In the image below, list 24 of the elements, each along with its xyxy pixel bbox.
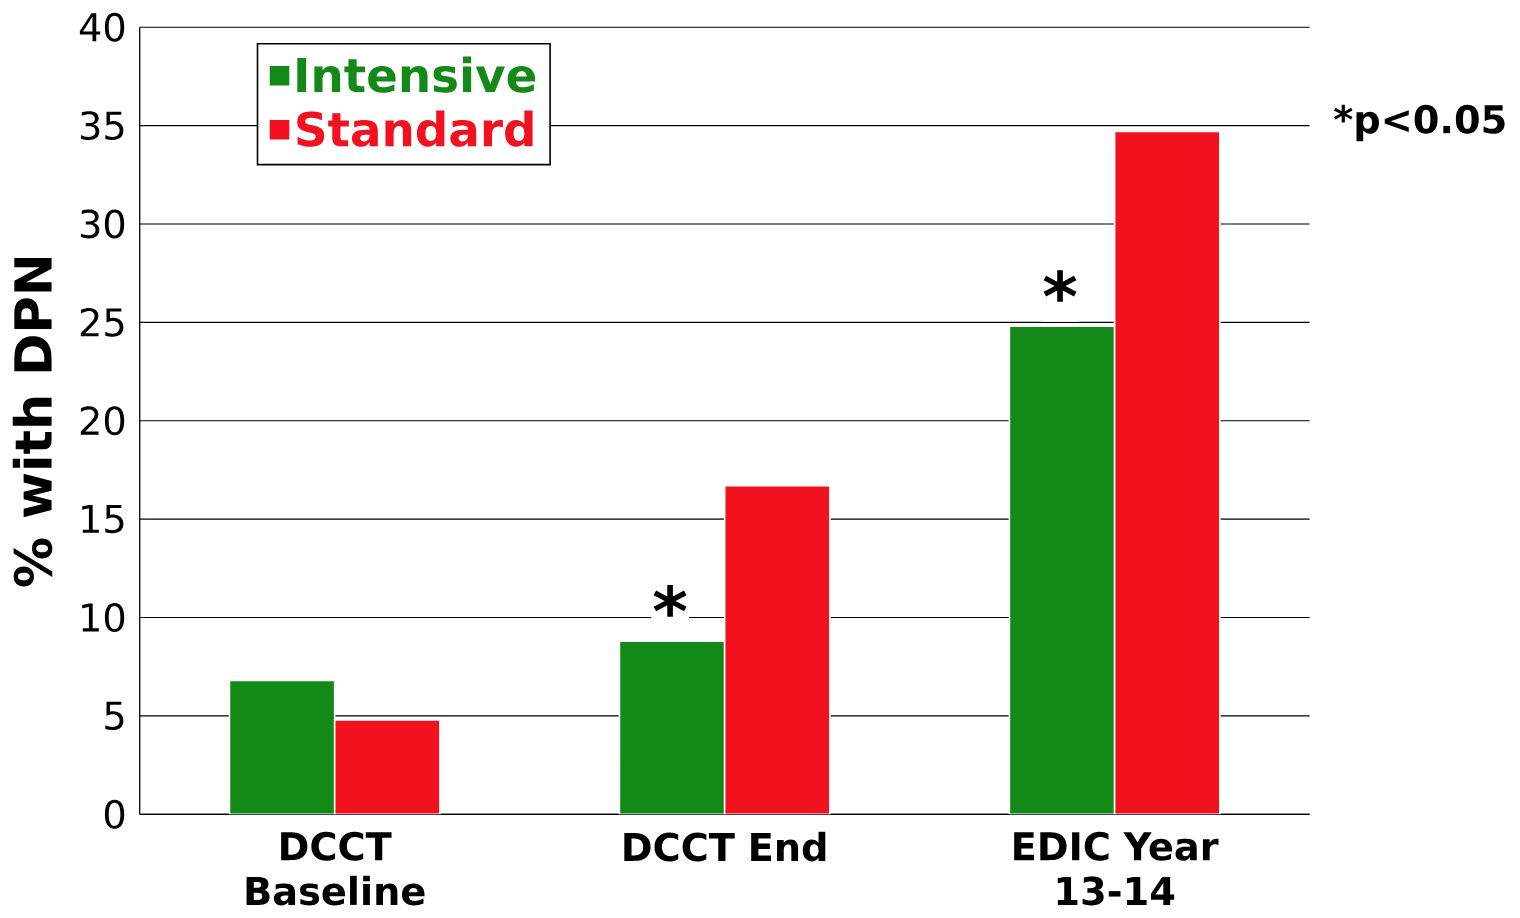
legend-label: Intensive xyxy=(297,56,536,93)
bar xyxy=(1008,325,1116,815)
y-tick-label: 15 xyxy=(82,504,124,534)
y-tick-label: 35 xyxy=(80,111,124,140)
annotation: * xyxy=(1043,270,1077,302)
y-tick-label: 30 xyxy=(80,209,125,239)
y-tick-label: 5 xyxy=(105,701,124,731)
x-tick-label: EDIC Year 13-14 xyxy=(1014,831,1219,906)
bar xyxy=(1113,130,1221,815)
bar xyxy=(618,640,726,815)
bar xyxy=(333,718,441,815)
y-tick-label: 20 xyxy=(80,406,125,436)
text: *p<0.05 xyxy=(1334,104,1505,142)
y-tick-label: 0 xyxy=(104,799,125,829)
y-tick-label: 25 xyxy=(80,307,124,337)
legend-label: Standard xyxy=(297,110,533,147)
y-tick-label: 40 xyxy=(79,12,125,42)
x-tick-label: DCCT End xyxy=(624,831,826,862)
annotation: * xyxy=(653,584,687,617)
y-tick-label: 10 xyxy=(82,602,125,632)
x-tick-label: DCCT Baseline xyxy=(246,831,425,906)
bar xyxy=(228,679,336,815)
bar xyxy=(723,484,831,815)
y-axis-title: % with DPN xyxy=(12,258,53,587)
